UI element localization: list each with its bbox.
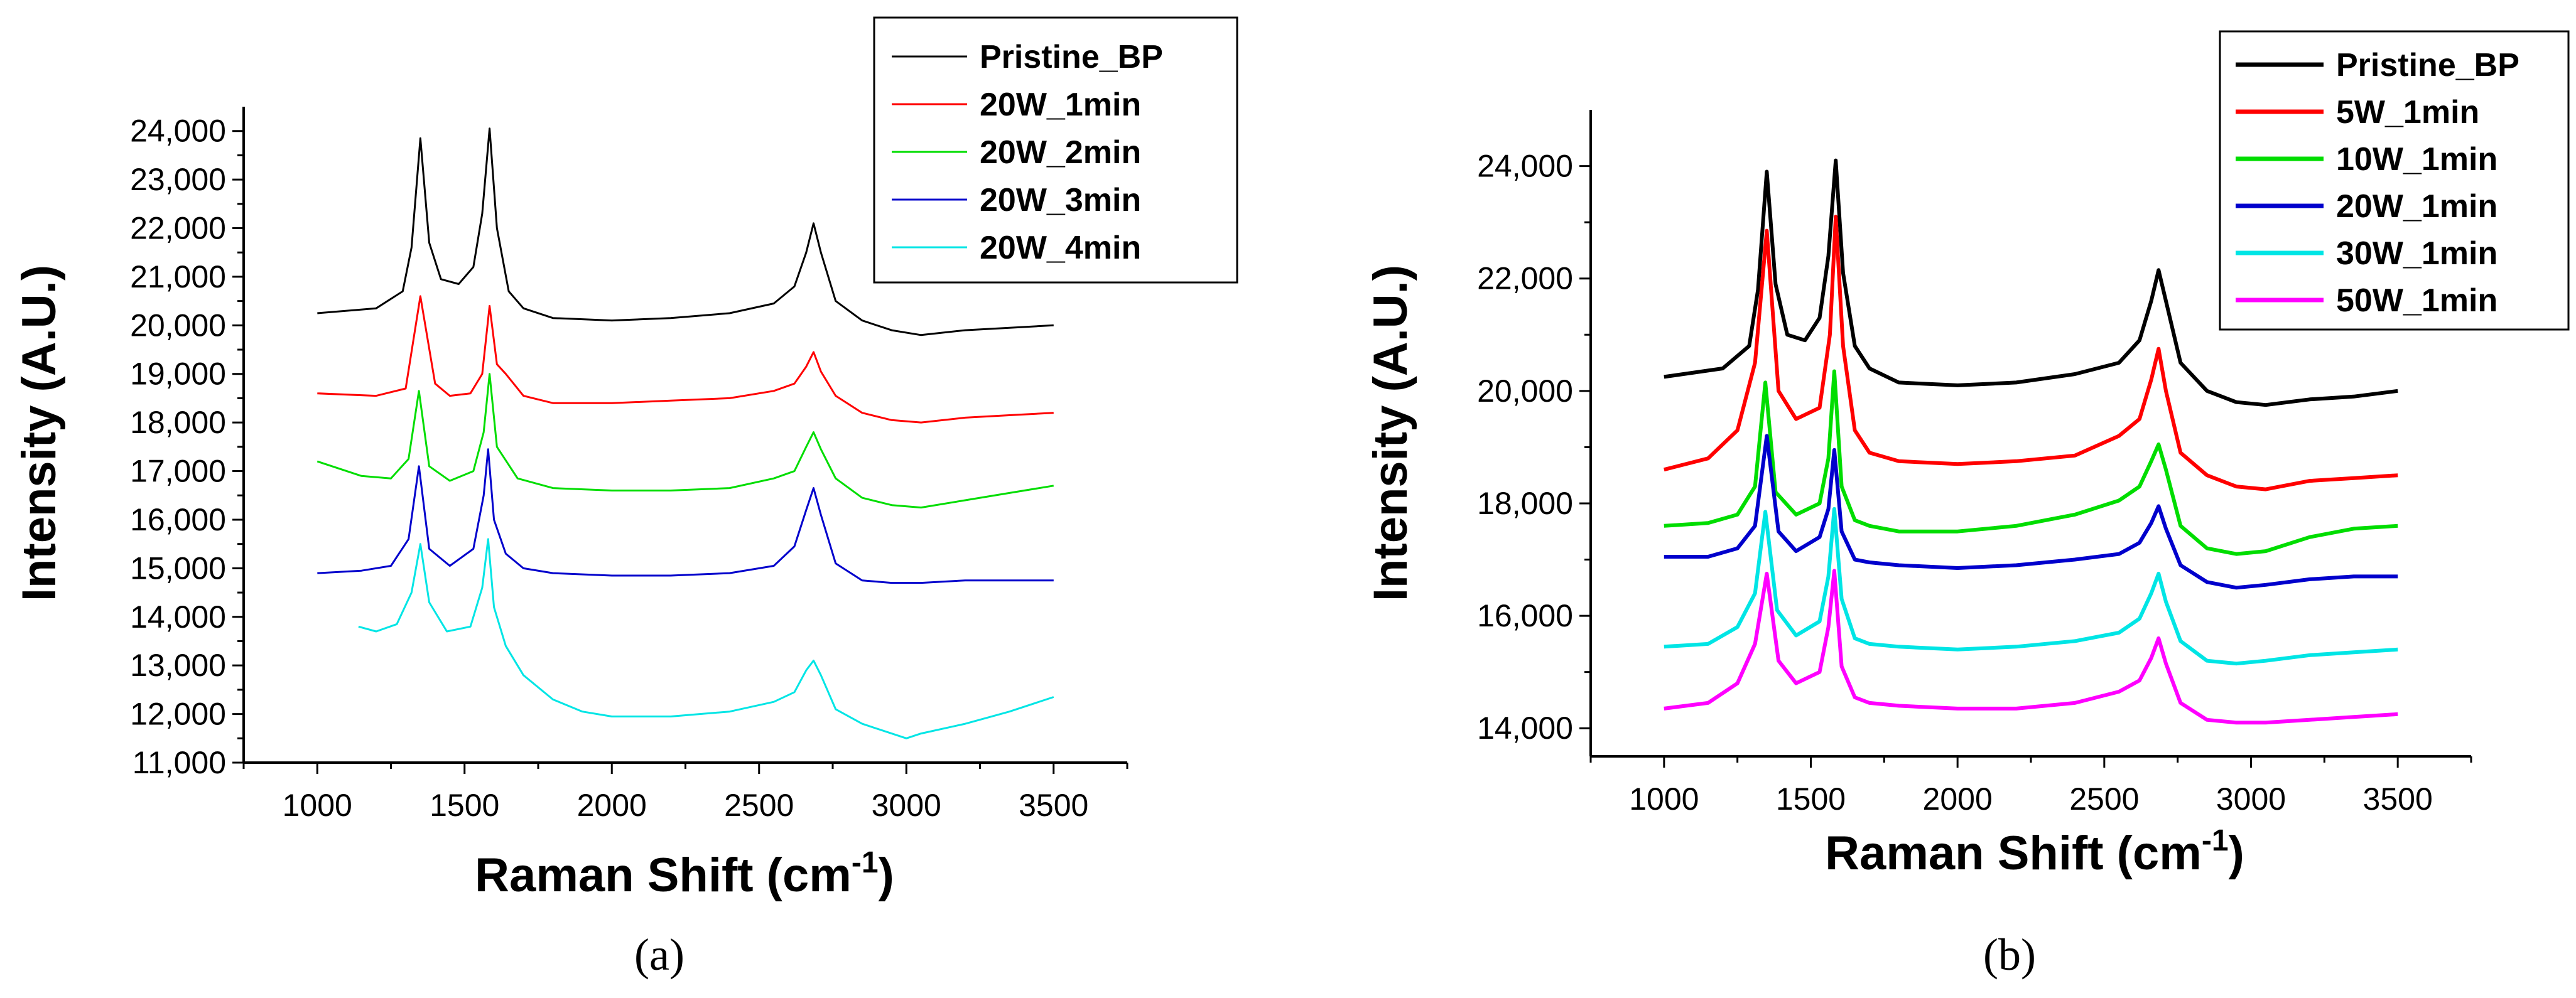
legend-label: 30W_1min — [2336, 235, 2498, 272]
chart-panel-b: Pristine_BP 5W_1min 10W_1min 20W_1min 30W_1m… — [1364, 30, 2570, 980]
y-tick-label: 20,000 — [130, 308, 226, 343]
x-tick-label: 2500 — [724, 788, 794, 823]
x-tick-label: 2000 — [577, 788, 647, 823]
y-tick-label: 20,000 — [1477, 373, 1573, 409]
x-tick-label: 3500 — [1019, 788, 1088, 823]
x-tick-label: 1500 — [1776, 781, 1846, 817]
y-tick-label: 21,000 — [130, 259, 226, 294]
x-tick-label: 3500 — [2363, 781, 2433, 817]
x-tick-label: 1500 — [430, 788, 499, 823]
y-tick-label: 16,000 — [130, 502, 226, 537]
y-tick-label: 19,000 — [130, 357, 226, 392]
x-tick-label: 3000 — [2216, 781, 2286, 817]
series-line-5w-1min — [1664, 215, 2398, 491]
series-line-50w-1min — [1664, 569, 2398, 725]
y-tick-label: 23,000 — [130, 162, 226, 197]
panel-caption-a: (a) — [634, 930, 685, 980]
legend-box — [873, 16, 1238, 284]
x-tick-label: 1000 — [283, 788, 352, 823]
y-tick-label: 15,000 — [130, 550, 226, 586]
x-axis-title: Raman Shift (cm-1) — [1825, 824, 2244, 880]
series-line-20w-2min — [317, 373, 1054, 509]
series-line-pristine-bp — [1664, 158, 2398, 407]
y-axis-title: Intensity (A.U.) — [13, 265, 66, 601]
legend-label: 50W_1min — [2336, 282, 2498, 319]
y-tick-label: 24,000 — [1477, 149, 1573, 184]
y-axis-title: Intensity (A.U.) — [1364, 265, 1417, 601]
legend-label: 10W_1min — [2336, 141, 2498, 178]
x-tick-label: 3000 — [872, 788, 941, 823]
legend: Pristine_BP 5W_1min 10W_1min 20W_1min 30W_1m… — [2219, 30, 2570, 331]
series-line-10w-1min — [1664, 369, 2398, 556]
y-tick-label: 22,000 — [130, 211, 226, 246]
y-tick-label: 13,000 — [130, 648, 226, 683]
legend-label: 20W_1min — [2336, 188, 2498, 225]
series-line-30w-1min — [1664, 507, 2398, 666]
x-tick-label: 2000 — [1923, 781, 1993, 817]
legend-label: 20W_2min — [980, 134, 1141, 171]
y-tick-label: 11,000 — [133, 745, 226, 780]
y-tick-label: 12,000 — [130, 697, 226, 732]
y-tick-label: 22,000 — [1477, 261, 1573, 296]
chart-panel-a: Pristine_BP 20W_1min 20W_2min 20W_3min 20W_4… — [13, 16, 1238, 980]
y-tick-label: 24,000 — [130, 114, 226, 149]
x-tick-label: 2500 — [2069, 781, 2139, 817]
y-tick-label: 16,000 — [1477, 598, 1573, 633]
y-tick-label: 18,000 — [130, 405, 226, 440]
legend: Pristine_BP 20W_1min 20W_2min 20W_3min 20W_4… — [873, 16, 1238, 284]
series-line-20w-4min — [358, 538, 1054, 739]
legend-label: 20W_1min — [980, 87, 1141, 123]
y-tick-label: 14,000 — [130, 599, 226, 635]
legend-label: Pristine_BP — [2336, 47, 2519, 83]
x-axis-title: Raman Shift (cm-1) — [475, 846, 894, 902]
series-line-20w-3min — [317, 448, 1054, 584]
x-tick-label: 1000 — [1629, 781, 1699, 817]
y-tick-label: 18,000 — [1477, 486, 1573, 521]
y-tick-label: 14,000 — [1477, 711, 1573, 746]
series-line-pristine-bp — [317, 127, 1054, 336]
legend-label: 5W_1min — [2336, 94, 2479, 131]
legend-label: 20W_3min — [980, 182, 1141, 218]
legend-label: 20W_4min — [980, 230, 1141, 266]
series-line-20w-1min — [1664, 434, 2398, 590]
series-line-20w-1min — [317, 295, 1054, 424]
y-tick-label: 17,000 — [130, 454, 226, 489]
panel-caption-b: (b) — [1983, 930, 2036, 980]
legend-box — [2219, 30, 2570, 331]
legend-label: Pristine_BP — [980, 39, 1163, 75]
